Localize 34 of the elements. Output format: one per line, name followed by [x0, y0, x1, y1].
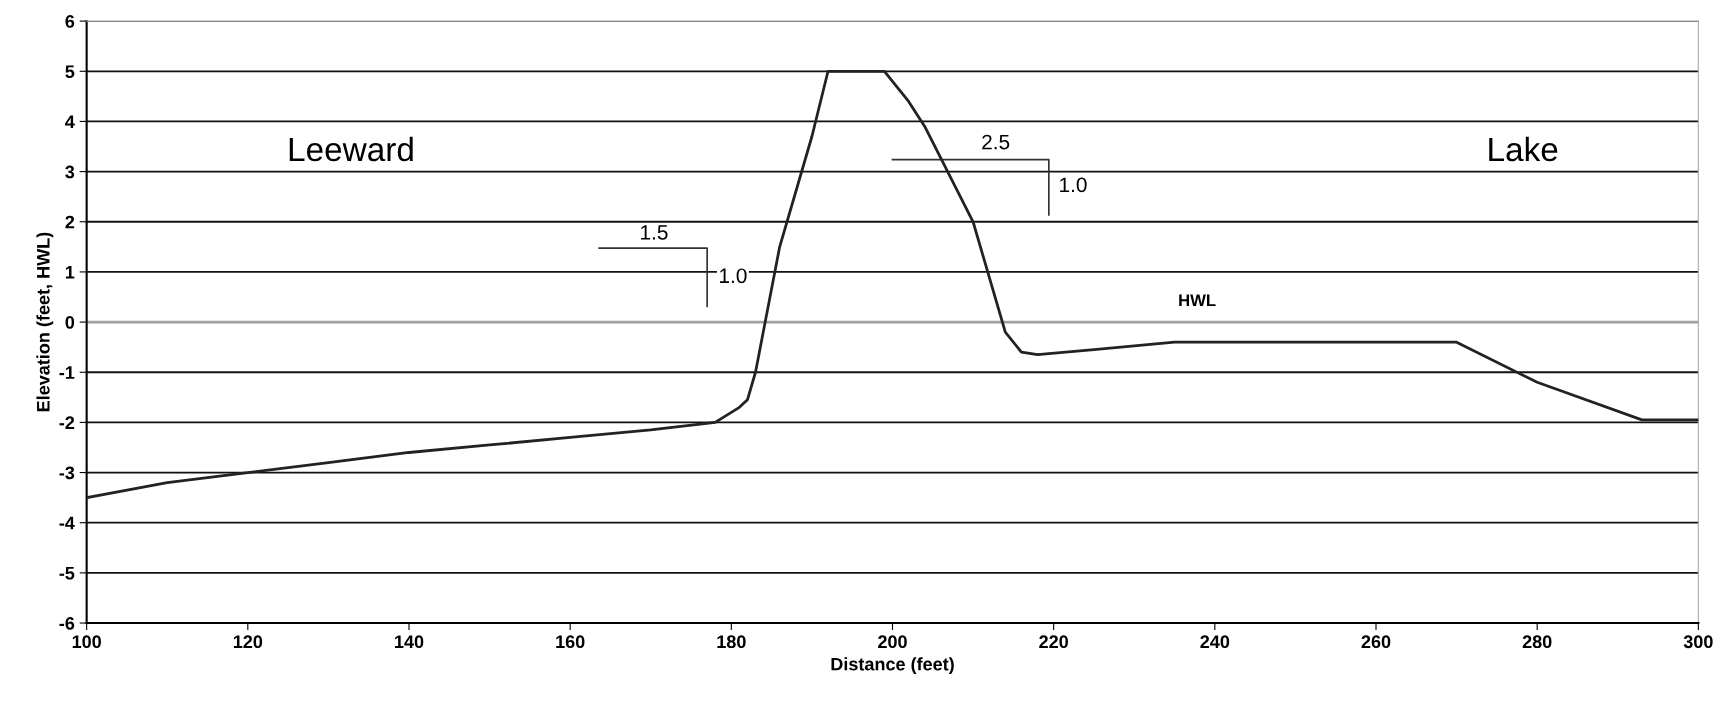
y-axis-title: Elevation (feet, HWL): [36, 232, 54, 412]
x-tick-label: 280: [1522, 635, 1552, 649]
y-tick-label: -6: [59, 616, 75, 630]
x-tick-label: 180: [717, 635, 746, 649]
y-tick-label: -1: [59, 366, 75, 379]
y-tick-label: 0: [65, 316, 75, 329]
x-axis-title: Distance (feet): [831, 657, 954, 675]
x-tick-label: 140: [395, 635, 424, 649]
annotation: 1.5: [641, 225, 668, 240]
y-tick-label: 4: [65, 115, 75, 128]
y-tick-label: 6: [65, 15, 75, 28]
annotation: Leeward: [289, 136, 413, 162]
line-series: [86, 69, 1699, 500]
x-tick-label: 240: [1200, 635, 1230, 649]
y-tick-label: -4: [59, 516, 75, 530]
y-tick-label: -2: [59, 416, 75, 429]
x-tick-label: 100: [72, 635, 101, 649]
y-tick-label: -3: [59, 466, 75, 480]
ref-line-label: HWL: [1179, 294, 1216, 307]
annotation: 1.0: [1060, 177, 1087, 193]
annotation: 2.5: [982, 134, 1010, 150]
x-tick-label: 220: [1039, 635, 1068, 649]
annotation: Lake: [1489, 136, 1558, 162]
y-tick-label: 3: [65, 165, 75, 179]
x-tick-label: 200: [878, 635, 907, 649]
x-tick-label: 120: [233, 635, 263, 649]
x-tick-label: 160: [556, 635, 585, 649]
y-tick-label: 2: [65, 215, 75, 229]
x-tick-label: 260: [1361, 635, 1391, 649]
y-tick-label: -5: [59, 567, 75, 580]
y-tick-label: 1: [65, 266, 75, 279]
x-tick-label: 300: [1683, 635, 1713, 649]
annotation: 1.0: [720, 268, 747, 284]
y-tick-label: 5: [65, 65, 75, 78]
